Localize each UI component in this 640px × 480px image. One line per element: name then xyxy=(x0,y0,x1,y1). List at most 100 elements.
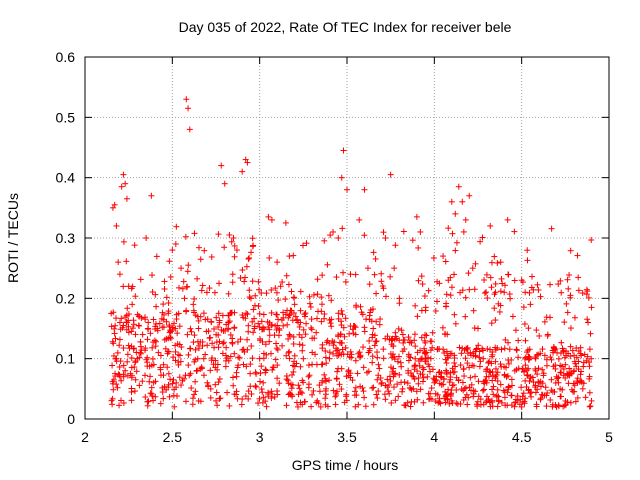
data-point xyxy=(505,360,512,367)
data-point xyxy=(260,350,267,357)
data-point xyxy=(300,355,307,362)
data-point xyxy=(229,335,236,342)
data-point xyxy=(286,348,293,355)
data-point xyxy=(159,309,166,316)
data-point xyxy=(260,394,267,401)
data-point xyxy=(157,352,164,359)
data-point xyxy=(125,329,132,336)
data-point xyxy=(506,346,513,353)
data-point xyxy=(398,379,405,386)
data-point xyxy=(218,162,225,169)
data-point xyxy=(453,386,460,393)
data-point xyxy=(436,346,443,353)
data-point xyxy=(268,309,275,316)
data-point xyxy=(109,362,116,369)
data-point xyxy=(565,285,572,292)
data-point xyxy=(259,399,266,406)
data-point xyxy=(148,192,155,199)
data-point xyxy=(150,316,157,323)
data-point xyxy=(283,402,290,409)
data-point xyxy=(492,358,499,365)
data-point xyxy=(225,290,232,297)
data-point xyxy=(399,388,406,395)
data-point xyxy=(497,302,504,309)
data-point xyxy=(362,403,369,410)
data-point xyxy=(448,390,455,397)
data-point xyxy=(407,354,414,361)
data-point xyxy=(526,289,533,296)
data-point xyxy=(290,294,297,301)
data-point xyxy=(338,386,345,393)
data-point xyxy=(340,147,347,154)
data-point xyxy=(543,362,550,369)
data-point xyxy=(187,325,194,332)
data-point xyxy=(454,401,461,408)
data-point xyxy=(509,382,516,389)
data-point xyxy=(567,343,574,350)
data-point xyxy=(343,391,350,398)
data-point xyxy=(288,391,295,398)
data-point xyxy=(497,381,504,388)
data-point xyxy=(195,325,202,332)
data-point xyxy=(447,274,454,281)
data-point xyxy=(231,324,238,331)
data-point xyxy=(330,342,337,349)
data-point xyxy=(521,400,528,407)
data-point xyxy=(125,342,132,349)
data-point xyxy=(477,401,484,408)
data-point xyxy=(215,332,222,339)
data-point xyxy=(579,385,586,392)
data-point xyxy=(448,350,455,357)
grid-lines xyxy=(85,57,609,419)
data-point xyxy=(459,198,466,205)
data-point xyxy=(498,346,505,353)
data-point xyxy=(455,183,462,190)
data-point xyxy=(120,345,127,352)
data-point xyxy=(223,344,230,351)
data-point xyxy=(488,320,495,327)
data-point xyxy=(170,354,177,361)
data-point xyxy=(225,325,232,332)
data-point xyxy=(427,355,434,362)
data-point xyxy=(200,310,207,317)
data-point xyxy=(169,324,176,331)
data-point xyxy=(513,346,520,353)
data-point xyxy=(498,275,505,282)
data-point xyxy=(472,373,479,380)
data-point xyxy=(230,382,237,389)
data-point xyxy=(328,297,335,304)
data-point xyxy=(290,368,297,375)
data-point xyxy=(422,304,429,311)
data-point xyxy=(464,360,471,367)
data-point xyxy=(372,338,379,345)
data-point xyxy=(420,399,427,406)
data-point xyxy=(578,352,585,359)
data-point xyxy=(369,353,376,360)
data-point xyxy=(417,386,424,393)
data-point xyxy=(222,327,229,334)
data-point xyxy=(494,259,501,266)
data-point xyxy=(335,315,342,322)
data-point xyxy=(489,403,496,410)
data-point xyxy=(560,348,567,355)
data-point xyxy=(416,358,423,365)
data-point xyxy=(450,381,457,388)
data-point xyxy=(202,351,209,358)
data-point xyxy=(370,325,377,332)
data-point xyxy=(176,374,183,381)
data-point xyxy=(303,320,310,327)
data-point xyxy=(565,371,572,378)
data-point xyxy=(227,331,234,338)
data-point xyxy=(160,361,167,368)
data-point xyxy=(560,366,567,373)
data-point xyxy=(473,345,480,352)
data-point xyxy=(369,385,376,392)
data-point xyxy=(314,315,321,322)
data-point xyxy=(197,256,204,263)
data-point xyxy=(352,357,359,364)
data-point xyxy=(420,366,427,373)
data-point xyxy=(237,274,244,281)
data-point xyxy=(158,315,165,322)
data-point xyxy=(282,311,289,318)
data-point xyxy=(203,289,210,296)
